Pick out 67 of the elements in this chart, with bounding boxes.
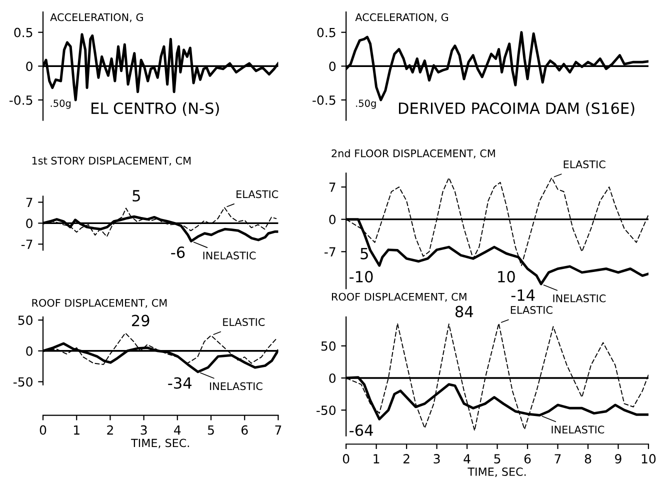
y-tick-label: 0 (329, 373, 336, 383)
chart-title: ACCELERATION, G (50, 13, 143, 22)
y-tick-label: 0 (329, 214, 336, 224)
series-label: ELASTIC (236, 190, 278, 198)
text: DERIVED PACOIMA DAM (S16E) (398, 102, 634, 116)
annotation: .50g (50, 100, 71, 109)
x-axis-title: TIME, SEC. (468, 468, 526, 478)
x-tick-label: 1 (374, 454, 380, 464)
annotation: -64 (350, 424, 373, 436)
chart-title: ACCELERATION, G (355, 13, 448, 22)
x-tick-label: 4 (464, 454, 470, 464)
x-tick-label: 7 (275, 425, 282, 435)
series-label: ELASTIC (510, 306, 552, 314)
x-tick-label: 2 (404, 454, 410, 464)
annotation: -34 (168, 377, 192, 389)
series-label: ELASTIC (223, 318, 265, 326)
chart-title: 2nd FLOOR DISPLACEMENT, CM (332, 149, 495, 158)
x-tick-label: 6 (524, 454, 531, 464)
y-tick-label: -7 (324, 247, 336, 256)
x-tick-label: 9 (615, 454, 622, 464)
x-axis-title: TIME, SEC. (131, 438, 189, 448)
y-tick-label: 7 (329, 182, 336, 192)
annotation: 5 (132, 190, 140, 202)
x-tick-label: 7 (554, 454, 561, 464)
annotation: 29 (132, 314, 150, 326)
legend-label: INELASTIC (203, 252, 256, 260)
x-tick-label: 5 (494, 454, 500, 464)
chart-title: ROOF DISPLACEMENT, CM (32, 298, 167, 308)
y-tick-label: 0 (26, 346, 32, 356)
chart-title: ROOF DISPLACEMENT, CM (332, 292, 466, 302)
chart-title: 1st STORY DISPLACEMENT, CM (32, 156, 191, 166)
x-tick-label: 1 (74, 425, 80, 435)
y-tick-label: 0 (26, 62, 32, 72)
y-tick-label: -0.5 (10, 95, 32, 105)
legend-label: INELASTIC (210, 382, 262, 390)
y-tick-label: 0.5 (317, 28, 336, 38)
legend-label: INELASTIC (553, 294, 606, 302)
y-tick-label: 50 (321, 341, 336, 351)
y-tick-label: -7 (21, 240, 32, 249)
y-tick-label: -0.5 (312, 95, 336, 105)
series-label: ELASTIC (564, 160, 606, 168)
y-tick-label: 0 (329, 62, 336, 72)
y-tick-label: -50 (13, 377, 32, 387)
y-tick-label: 7 (26, 198, 32, 207)
annotation: .50g (356, 100, 376, 109)
x-tick-label: 10 (642, 454, 656, 464)
x-tick-label: 0 (342, 454, 350, 464)
y-tick-label: -50 (316, 406, 336, 416)
x-tick-label: 3 (434, 454, 440, 464)
x-tick-label: 6 (242, 425, 248, 435)
annotation: -6 (171, 246, 185, 258)
annotation: 84 (455, 306, 474, 318)
x-tick-label: 5 (208, 425, 214, 435)
annotation: -10 (350, 270, 373, 282)
x-tick-label: 3 (140, 425, 147, 435)
annotation: -14 (511, 290, 535, 301)
y-tick-label: 0 (26, 218, 32, 228)
annotation: 10 (498, 270, 515, 282)
annotation: 5 (360, 248, 368, 260)
x-tick-label: 8 (584, 454, 592, 464)
x-tick-label: 4 (174, 425, 181, 435)
legend-label: INELASTIC (552, 426, 604, 434)
text: EL CENTRO (N-S) (92, 102, 219, 116)
x-tick-label: 2 (107, 425, 113, 435)
x-tick-label: 0 (40, 425, 46, 435)
y-tick-label: 50 (18, 316, 32, 325)
y-tick-label: 0.5 (14, 28, 32, 38)
